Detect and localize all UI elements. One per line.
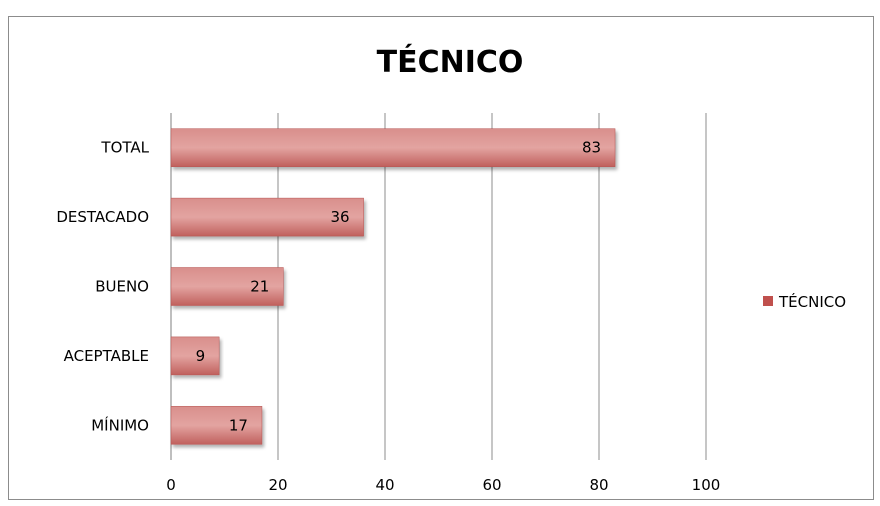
bar [170,406,263,445]
x-tick-label: 0 [166,476,176,494]
data-label: 36 [331,208,350,226]
data-label: 17 [229,416,248,434]
category-label: MÍNIMO [91,415,149,434]
category-labels: TOTAL DESTACADO BUENO ACEPTABLE MÍNIMO [56,139,149,435]
data-label: 21 [250,278,269,296]
x-tick-label: 60 [482,476,501,494]
grid [170,113,707,460]
data-label: 9 [196,347,206,365]
chart-frame [8,16,874,500]
bar [170,267,284,306]
legend-label: TÉCNICO [778,292,846,311]
chart-title: TÉCNICO [377,44,524,80]
x-tick-label: 80 [589,476,608,494]
legend: TÉCNICO [763,292,846,311]
x-tick-label: 100 [692,476,721,494]
category-label: ACEPTABLE [64,347,149,365]
x-tick-label: 40 [375,476,394,494]
bar [170,336,220,376]
legend-swatch [763,296,773,306]
data-label: 83 [582,139,601,157]
tick-labels: 0 20 40 60 80 100 [166,476,720,494]
category-label: TOTAL [100,139,149,157]
x-tick-label: 20 [268,476,287,494]
category-label: BUENO [95,278,149,296]
bars: 83 36 21 9 17 [170,128,616,445]
bar [170,197,364,237]
bar [170,128,616,167]
category-label: DESTACADO [56,208,149,226]
